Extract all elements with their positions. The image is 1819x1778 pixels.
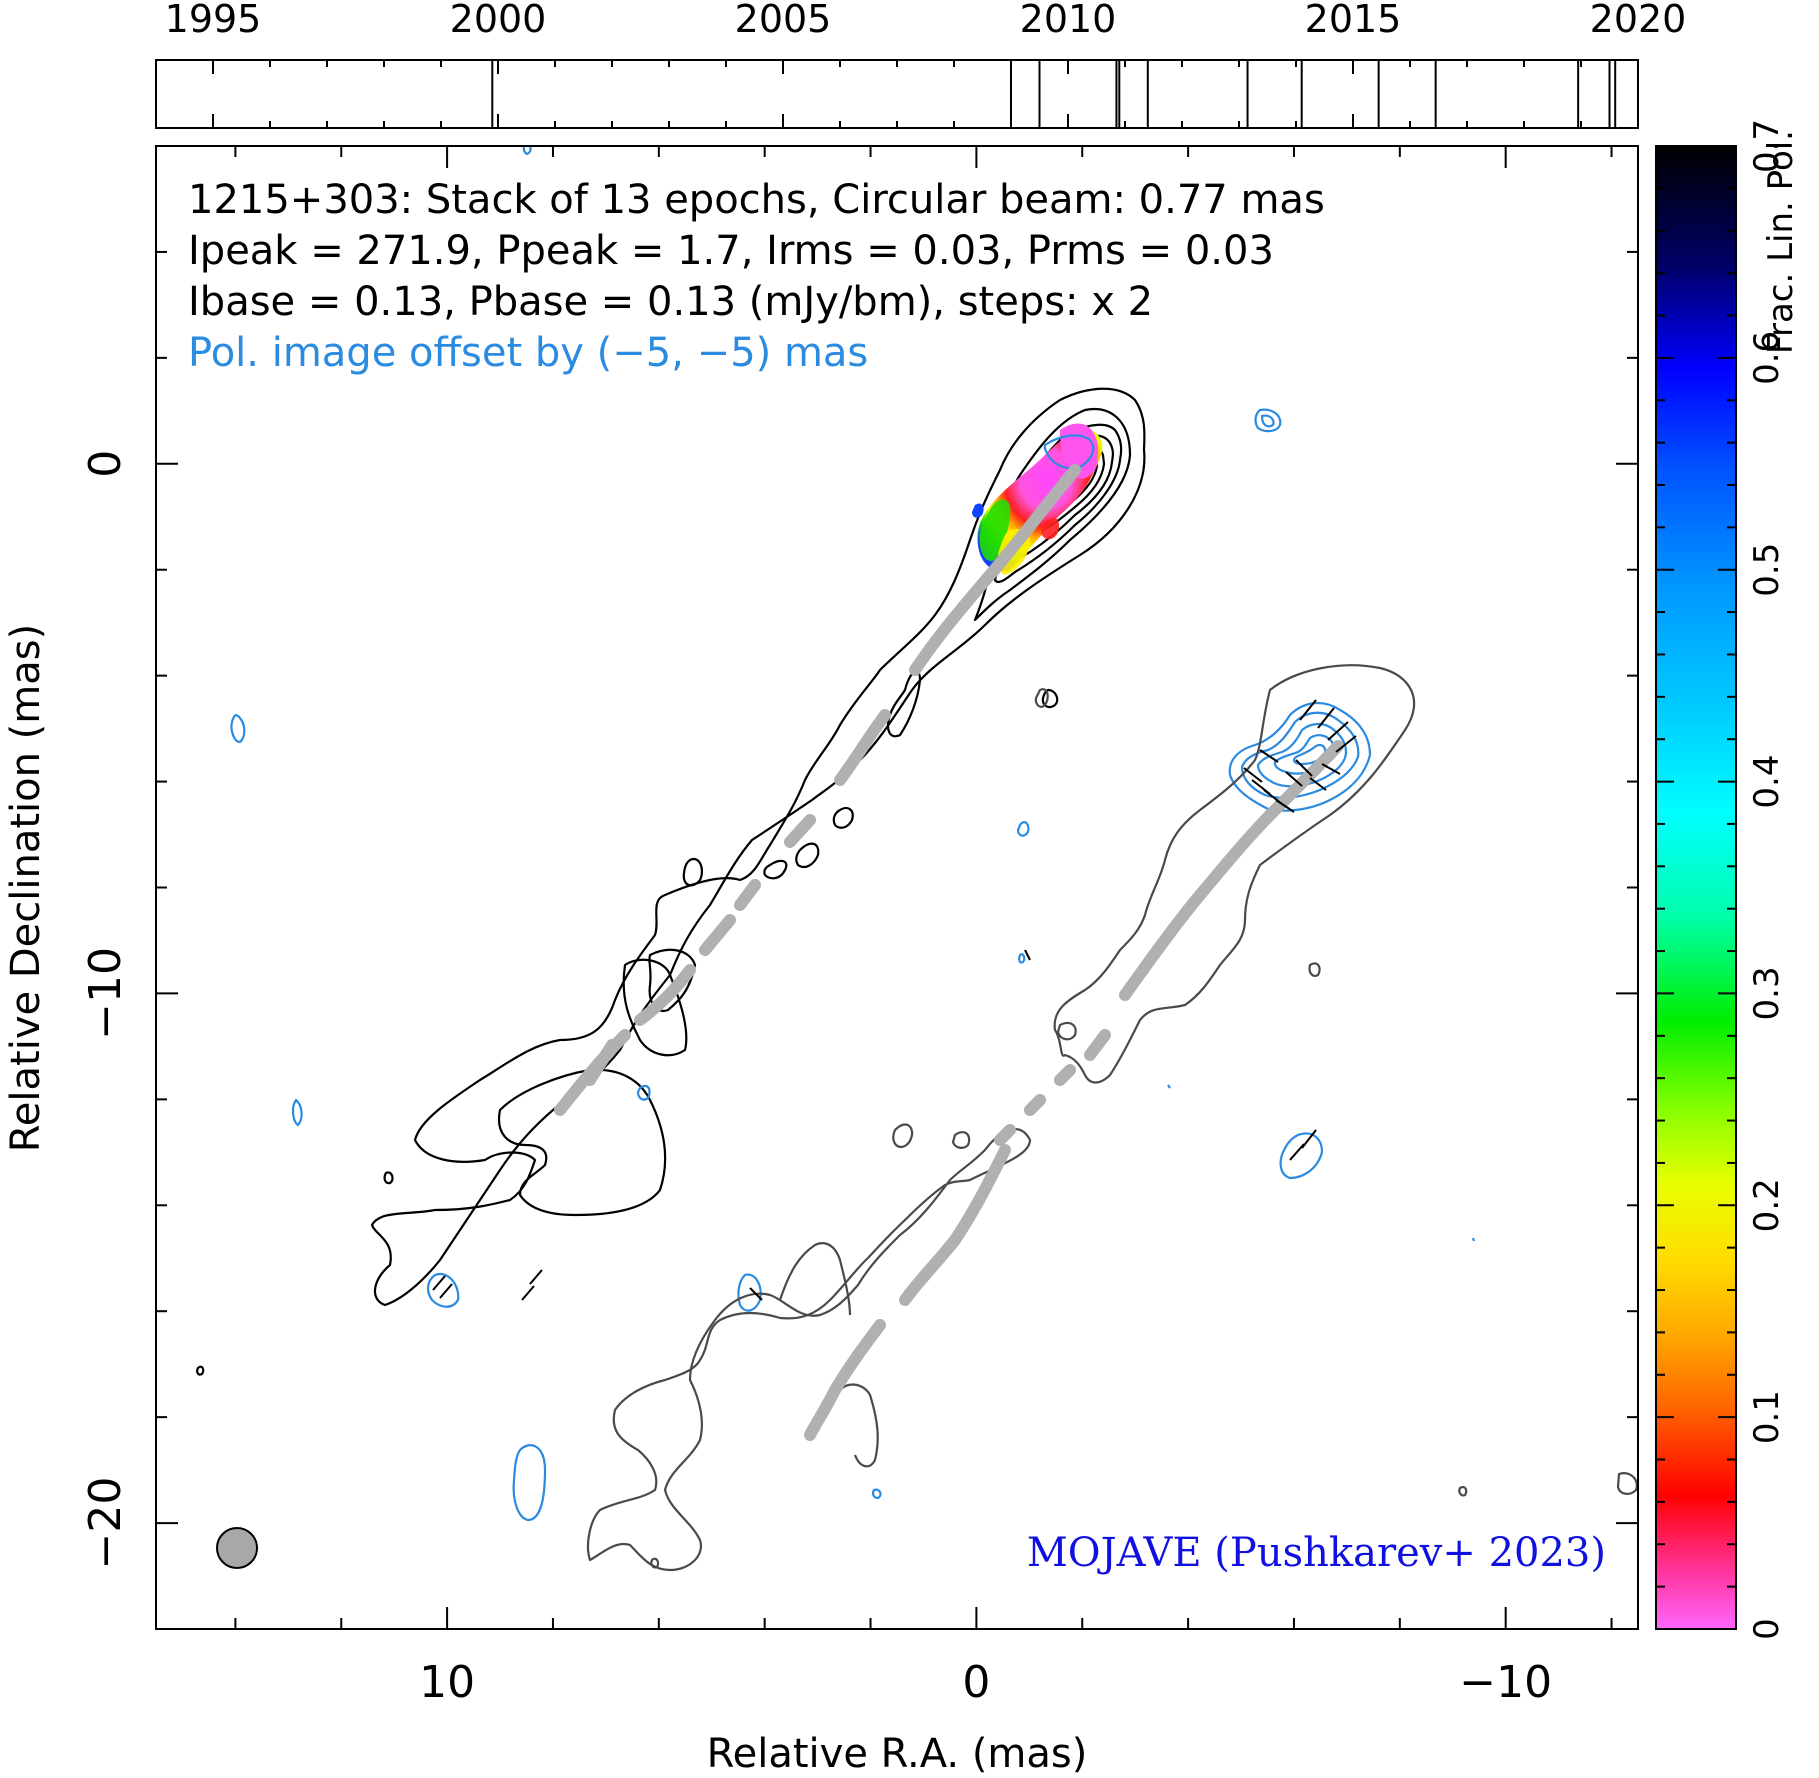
x-axis-label: Relative R.A. (mas) <box>707 1731 1088 1777</box>
epoch-timeline-frame <box>155 59 1639 129</box>
colorbar-scale <box>1655 145 1737 1630</box>
colorbar-tick-label: 0.3 <box>1747 966 1787 1020</box>
colorbar-tick-label: 0 <box>1747 1618 1787 1640</box>
annotation-line-2: Ipeak = 271.9, Ppeak = 1.7, Irms = 0.03,… <box>188 228 1274 274</box>
epoch-year-label: 2010 <box>1020 0 1117 41</box>
y-tick-label: −10 <box>80 947 131 1040</box>
y-tick-label: −20 <box>80 1477 131 1570</box>
x-axis-tick-labels: 10 0 −10 <box>419 1657 1552 1708</box>
colorbar-tick-label: 0.1 <box>1747 1390 1787 1444</box>
x-tick-label: 10 <box>419 1657 475 1708</box>
restoring-beam <box>216 1527 258 1569</box>
credit-text: MOJAVE (Pushkarev+ 2023) <box>1027 1530 1606 1576</box>
epoch-year-label: 2000 <box>450 0 547 41</box>
epoch-year-label: 2005 <box>735 0 832 41</box>
y-axis-tick-labels: 0 −10 −20 <box>80 450 131 1570</box>
colorbar-tick-label: 0.2 <box>1747 1178 1787 1232</box>
colorbar-tick-label: 0.6 <box>1747 331 1787 385</box>
epoch-year-label: 2015 <box>1305 0 1402 41</box>
y-axis-ticks <box>156 250 1638 1630</box>
colorbar: 0 0.1 0.2 0.3 0.4 0.5 0.6 0.7 Frac. Lin. Pol. <box>1655 119 1801 1640</box>
annotation-pol-offset: Pol. image offset by (−5, −5) mas <box>188 330 868 376</box>
jet-ridge-line <box>554 464 1344 1441</box>
y-tick-label: 0 <box>80 450 131 478</box>
y-axis-label: Relative Declination (mas) <box>3 624 49 1152</box>
annotation-line-1: 1215+303: Stack of 13 epochs, Circular b… <box>188 177 1325 223</box>
colorbar-tick-label: 0.7 <box>1747 119 1787 173</box>
epoch-timeline: 1995 2000 2005 2010 2015 2020 <box>155 0 1687 129</box>
x-tick-label: −10 <box>1459 1657 1552 1708</box>
epoch-year-label: 1995 <box>165 0 262 41</box>
colorbar-tick-label: 0.4 <box>1747 755 1787 809</box>
colorbar-tick-label: 0.5 <box>1747 543 1787 597</box>
offset-stokes-i-contour <box>586 664 1638 1572</box>
evpa-ticks <box>432 699 1357 1301</box>
x-tick-label: 0 <box>962 1657 990 1708</box>
colorbar-label: Frac. Lin. Pol. <box>1761 130 1801 354</box>
x-axis-ticks <box>234 146 1613 1629</box>
annotation-line-3: Ibase = 0.13, Pbase = 0.13 (mJy/bm), ste… <box>188 279 1153 325</box>
epoch-year-label: 2020 <box>1590 0 1687 41</box>
plot-area: 10 0 −10 0 −10 −20 Relative R.A. (mas) Relat… <box>3 145 1639 1777</box>
